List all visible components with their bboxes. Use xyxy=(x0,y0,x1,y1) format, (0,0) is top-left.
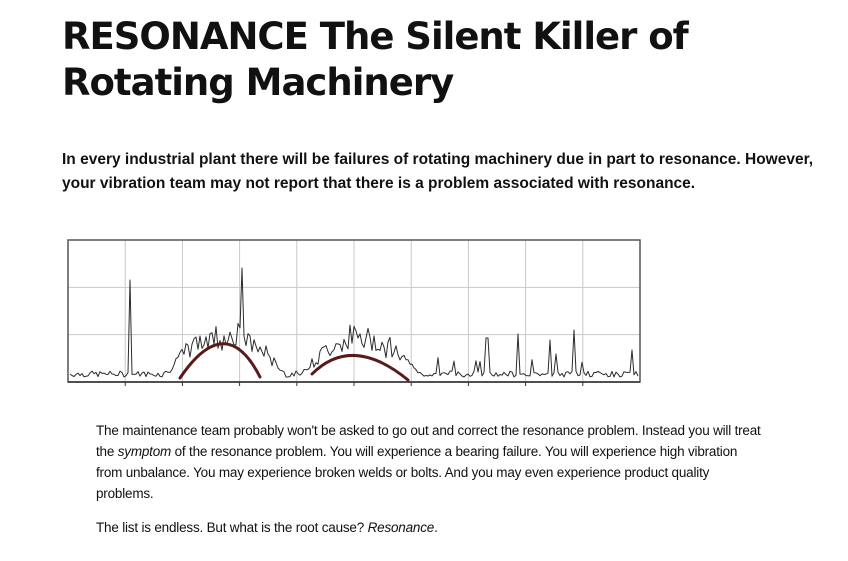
spectrum-grid xyxy=(68,240,640,382)
spectrum-trace xyxy=(69,267,639,378)
para2-text-end: . xyxy=(434,520,438,535)
resonance-hump-2 xyxy=(310,353,410,382)
body-paragraph-1: The maintenance team probably won't be a… xyxy=(96,420,766,504)
para1-text: The maintenance team probably won't be a… xyxy=(96,423,761,459)
body-paragraph-2: The list is endless. But what is the roo… xyxy=(96,517,766,538)
para1-text-end: of the resonance problem. You will exper… xyxy=(96,444,738,501)
spectrum-axis-ticks xyxy=(124,382,584,386)
intro-paragraph: In every industrial plant there will be … xyxy=(62,151,814,192)
para1-emphasis: symptom xyxy=(117,444,172,459)
vibration-spectrum-figure xyxy=(60,234,650,394)
para2-emphasis: Resonance xyxy=(367,520,435,535)
para2-text: The list is endless. But what is the roo… xyxy=(96,520,368,535)
resonance-hump-1 xyxy=(178,342,262,380)
article-title: RESONANCE The Silent Killer of Rotating … xyxy=(62,15,689,104)
